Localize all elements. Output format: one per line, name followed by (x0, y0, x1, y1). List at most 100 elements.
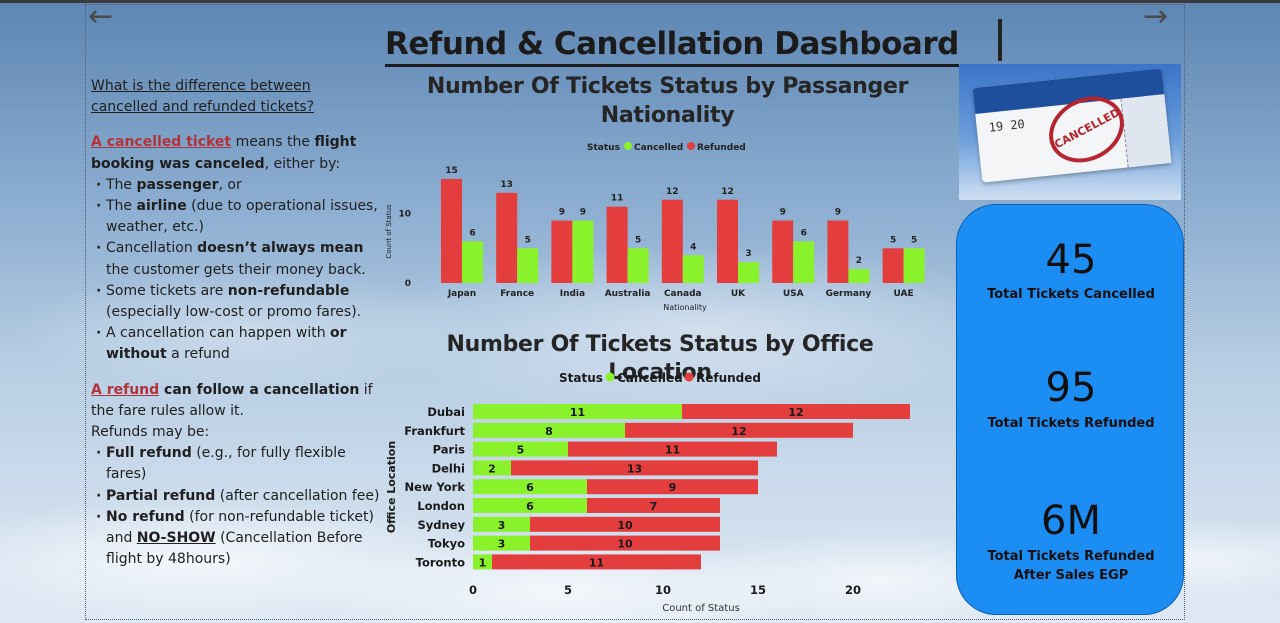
back-arrow-icon[interactable]: ← (88, 0, 114, 34)
y-tick-label: Delhi (432, 461, 465, 475)
bar-value-label: 9 (559, 208, 565, 218)
y-tick-label: Tokyo (428, 537, 465, 551)
bar-cancelled (848, 269, 870, 283)
legend-cancelled-marker (605, 372, 615, 382)
bar-cancelled (682, 255, 704, 283)
x-tick-label: France (500, 289, 534, 299)
x-tick-label: 5 (564, 583, 572, 597)
bar-value-label: 3 (498, 538, 506, 551)
x-tick-label: 15 (750, 583, 766, 597)
bar-refunded (772, 220, 794, 283)
bar-value-label: 11 (611, 194, 624, 204)
x-axis-title: Count of Status (662, 603, 740, 614)
cancel-bullet-4: Some tickets are non-refundable (especia… (91, 281, 381, 323)
y-tick-label: Paris (433, 443, 465, 457)
refunds-may-be: Refunds may be: (91, 424, 210, 441)
report-canvas-frame (85, 4, 1185, 620)
bar-value-label: 12 (788, 406, 803, 419)
office-chart-title: Number Of Tickets Status by Office Locat… (446, 332, 874, 385)
legend-refunded-marker (684, 372, 694, 382)
y-tick-label: 0 (405, 279, 411, 289)
y-axis-title: Count of Status (385, 204, 393, 259)
y-tick-label: Frankfurt (404, 424, 465, 438)
legend-refunded-label: Refunded (697, 143, 746, 153)
refund-bullet-1: Full refund (e.g., for fully flexible fa… (91, 443, 381, 485)
legend-cancelled-label: Cancelled (617, 371, 683, 385)
bar-refunded (682, 404, 910, 419)
kpi-refunded-label: Total Tickets Refunded (987, 416, 1155, 431)
x-tick-label: 10 (655, 583, 671, 597)
ticket-number: 19 20 (988, 116, 1026, 135)
x-tick-label: Germany (826, 289, 872, 299)
nationality-chart-title: Number Of Tickets Status by Passanger Na… (426, 74, 909, 128)
bar-value-label: 13 (500, 180, 513, 190)
legend-refunded-label: Refunded (696, 371, 761, 385)
x-tick-label: 0 (469, 583, 477, 597)
bar-cancelled (903, 248, 925, 283)
bar-cancelled (473, 498, 587, 513)
x-tick-label: 20 (845, 583, 861, 597)
bar-refunded (530, 535, 720, 551)
cancel-bullet-3: Cancellation doesn’t always mean the cus… (91, 238, 381, 280)
cancel-bullet-5: A cancellation can happen with or withou… (91, 323, 381, 365)
legend-cancelled-label: Cancelled (634, 143, 683, 153)
kpi-cancelled-label: Total Tickets Cancelled (987, 287, 1155, 302)
x-tick-label: UK (731, 289, 746, 299)
bar-cancelled (572, 220, 594, 283)
bar-refunded (625, 422, 853, 438)
bar-value-label: 12 (666, 187, 679, 197)
bar-value-label: 11 (589, 556, 604, 569)
forward-arrow-icon[interactable]: → (1143, 0, 1169, 34)
bar-value-label: 11 (570, 406, 585, 419)
x-tick-label: Canada (664, 289, 702, 299)
bar-value-label: 9 (835, 208, 841, 218)
bar-value-label: 9 (780, 208, 786, 218)
bar-value-label: 3 (498, 519, 506, 532)
info-text-panel: What is the difference between cancelled… (91, 76, 381, 570)
bar-cancelled (793, 241, 815, 283)
bar-refunded (587, 498, 720, 513)
legend-refunded-marker (687, 142, 695, 150)
bar-refunded (717, 199, 738, 283)
x-tick-label: India (560, 289, 585, 299)
info-question: What is the difference between cancelled… (91, 78, 315, 116)
bar-cancelled (738, 262, 759, 283)
bar-cancelled (473, 554, 492, 570)
bar-value-label: 12 (721, 187, 734, 197)
bar-value-label: 8 (545, 425, 553, 438)
legend-title: Status (559, 371, 603, 385)
bar-refunded (661, 199, 683, 283)
y-tick-label: London (417, 499, 465, 513)
bar-refunded (882, 248, 904, 283)
refund-definition: A refund can follow a cancellation if th… (91, 381, 373, 419)
bar-value-label: 1 (479, 556, 487, 569)
y-tick-label: Dubai (427, 405, 465, 419)
bar-cancelled (473, 516, 530, 532)
ticket-graphic: 19 20 CANCELLED (972, 68, 1172, 183)
kpi-sales-label: Total Tickets Refunded After Sales EGP (987, 549, 1155, 583)
bar-value-label: 6 (801, 228, 807, 238)
page-title: Refund & Cancellation Dashboard (385, 24, 959, 67)
kpi-refunded-value: 95 (1045, 365, 1097, 411)
bar-value-label: 6 (469, 228, 475, 238)
bar-value-label: 3 (745, 249, 751, 259)
bar-refunded (587, 479, 758, 495)
x-tick-label: Australia (605, 289, 651, 299)
x-tick-label: UAE (894, 289, 914, 299)
bar-value-label: 4 (690, 242, 696, 252)
cancel-bullet-1: The passenger, or (91, 175, 381, 196)
bar-value-label: 9 (669, 481, 677, 494)
kpi-card: 45 Total Tickets Cancelled 95 Total Tick… (956, 204, 1184, 615)
bar-cancelled (627, 248, 649, 283)
bar-cancelled (473, 441, 568, 457)
bar-value-label: 6 (526, 481, 534, 494)
bar-refunded (551, 220, 573, 283)
bar-refunded (568, 441, 777, 457)
bar-cancelled (462, 241, 483, 283)
office-chart: Status Cancelled Refunded Dubai 11 12 Frankfur… (385, 371, 910, 614)
cancel-term: A cancelled ticket (91, 134, 232, 151)
legend-title: Status (587, 143, 620, 153)
x-axis-title: Nationality (663, 303, 707, 312)
y-tick-label: 10 (398, 210, 411, 220)
bar-value-label: 13 (627, 462, 642, 475)
